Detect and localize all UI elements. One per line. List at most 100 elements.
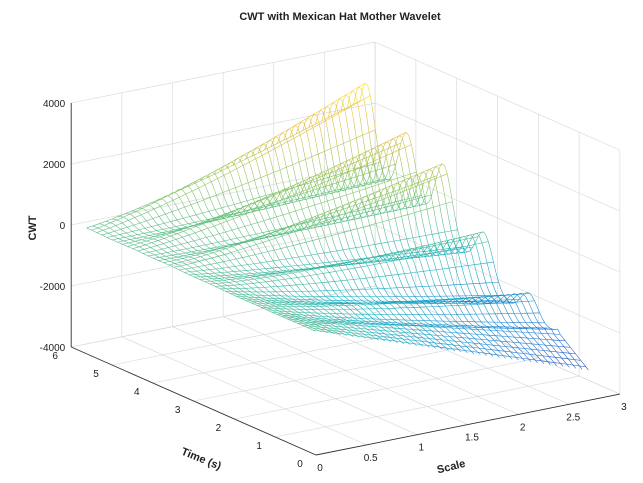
mesh-line [523, 353, 527, 357]
mesh-line [182, 223, 189, 226]
mesh-line [214, 248, 221, 251]
mesh-line [437, 331, 441, 334]
mesh-line [298, 271, 302, 274]
mesh-line [404, 304, 408, 308]
mesh-line [439, 346, 443, 350]
mesh-line [168, 264, 172, 267]
mesh-line [415, 331, 419, 334]
mesh-line [501, 348, 505, 352]
mesh-line [299, 243, 303, 251]
mesh-line [270, 230, 277, 234]
mesh-line [157, 240, 161, 243]
mesh-line [529, 293, 533, 297]
mesh-line [219, 168, 227, 172]
mesh-line [132, 229, 139, 232]
mesh-line [263, 139, 270, 145]
mesh-line [340, 99, 344, 111]
mesh-line [179, 222, 183, 226]
mesh-line [262, 203, 269, 207]
mesh-line [245, 153, 249, 160]
mesh-line [359, 117, 363, 136]
mesh-line [221, 170, 225, 176]
mesh-line [229, 209, 236, 213]
mesh-line [417, 303, 421, 308]
mesh-line [348, 269, 352, 275]
mesh-line [392, 331, 396, 334]
mesh-line [219, 166, 223, 172]
mesh-line [176, 193, 180, 198]
mesh-line [99, 233, 102, 236]
mesh-line [386, 193, 391, 204]
mesh-line [95, 226, 99, 229]
mesh-line [425, 339, 429, 343]
mesh-line [303, 188, 310, 192]
mesh-line [346, 263, 354, 266]
mesh-line [444, 331, 448, 335]
mesh-line [369, 223, 377, 226]
mesh-line [320, 222, 324, 227]
mesh-line [351, 180, 355, 187]
mesh-line [398, 147, 406, 151]
mesh-line [288, 128, 292, 132]
mesh-line [290, 265, 298, 267]
mesh-line [494, 289, 498, 296]
mesh-line [393, 163, 397, 173]
mesh-line [351, 102, 358, 107]
mesh-line [230, 237, 238, 240]
mesh-line [496, 303, 500, 309]
mesh-line [437, 314, 441, 319]
mesh-line [241, 265, 245, 269]
mesh-line [311, 253, 318, 256]
mesh-line [232, 213, 236, 216]
mesh-line [361, 313, 365, 317]
mesh-line [309, 218, 317, 221]
mesh-line [154, 254, 158, 257]
mesh-line [181, 259, 188, 263]
side-wall-grid-line [374, 163, 621, 273]
mesh-line [176, 268, 180, 271]
mesh-line [366, 181, 373, 184]
mesh-line [445, 201, 453, 204]
mesh-line [285, 273, 289, 277]
mesh-line [147, 230, 151, 233]
mesh-line [321, 246, 325, 254]
mesh-line [472, 318, 476, 322]
mesh-line [216, 261, 224, 264]
mesh-line [446, 317, 450, 322]
mesh-line [344, 274, 348, 281]
mesh-line [229, 278, 237, 280]
mesh-line [366, 195, 370, 202]
mesh-line [254, 254, 259, 260]
mesh-line [239, 216, 243, 222]
mesh-line [247, 231, 251, 236]
mesh-line [235, 223, 239, 229]
mesh-line [469, 314, 473, 319]
mesh-line [387, 204, 394, 207]
mesh-line [297, 277, 301, 281]
mesh-line [431, 330, 435, 334]
mesh-line [236, 286, 240, 289]
mesh-line [538, 328, 542, 334]
mesh-line [478, 347, 482, 351]
mesh-line [339, 264, 346, 266]
mesh-line [362, 82, 366, 89]
mesh-line [375, 172, 379, 185]
mesh-line [147, 211, 151, 216]
mesh-line [275, 235, 282, 239]
mesh-line [401, 266, 405, 274]
mesh-line [270, 161, 274, 173]
mesh-line [183, 262, 187, 265]
mesh-line [418, 314, 422, 319]
mesh-line [175, 224, 183, 227]
mesh-line [387, 199, 391, 207]
mesh-line [404, 273, 408, 281]
mesh-line [320, 200, 328, 204]
mesh-line [356, 158, 363, 163]
mesh-line [120, 226, 128, 230]
mesh-line [164, 235, 171, 239]
mesh-line [307, 117, 311, 121]
mesh-line [151, 253, 155, 256]
mesh-line [341, 172, 348, 176]
mesh-line [359, 188, 366, 192]
mesh-line [352, 262, 359, 265]
